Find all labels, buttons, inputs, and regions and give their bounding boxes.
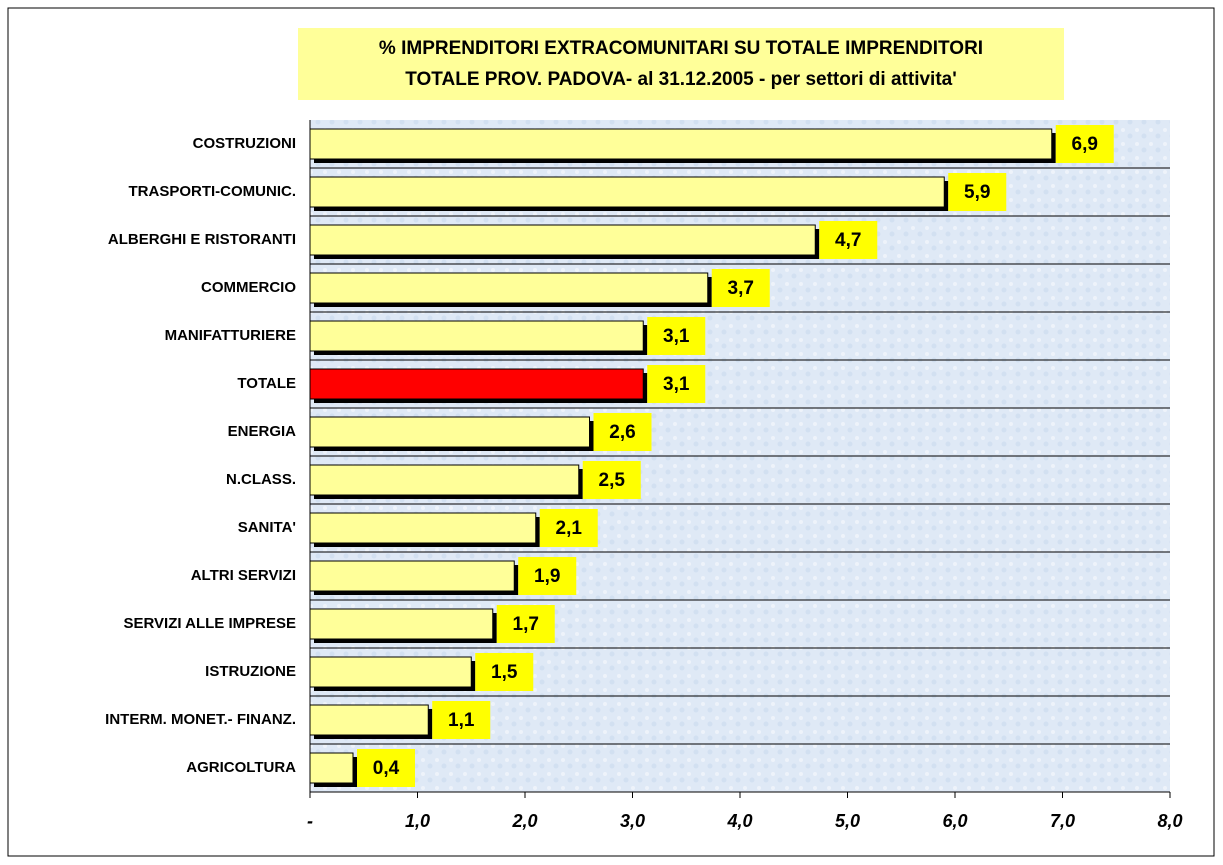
bar — [309, 128, 1053, 160]
data-label-background — [711, 269, 770, 307]
bar — [309, 464, 580, 496]
y-tick-label: ENERGIA — [228, 423, 297, 440]
bar — [309, 704, 429, 736]
x-tick-label: 2,0 — [511, 811, 537, 831]
x-tick-label: 4,0 — [726, 811, 752, 831]
bar — [309, 416, 590, 448]
title-background — [298, 28, 1064, 100]
data-label-background — [593, 413, 652, 451]
y-tick-label: INTERM. MONET.- FINANZ. — [105, 711, 296, 728]
x-tick-label: 6,0 — [942, 811, 967, 831]
data-label-background — [1055, 125, 1114, 163]
data-label-background — [539, 509, 598, 547]
data-label-background — [582, 461, 641, 499]
data-label-background — [647, 365, 706, 403]
data-label: 3,7 — [728, 278, 754, 299]
y-tick-label: COSTRUZIONI — [193, 135, 296, 152]
bar — [309, 320, 644, 352]
data-label: 6,9 — [1072, 134, 1098, 155]
y-tick-label: TRASPORTI-COMUNIC. — [129, 183, 297, 200]
bar — [309, 272, 709, 304]
data-label: 1,5 — [491, 662, 518, 683]
bar — [309, 656, 472, 688]
bar — [309, 512, 537, 544]
x-tick-label: 7,0 — [1050, 811, 1075, 831]
data-label: 3,1 — [663, 374, 690, 395]
y-tick-label: ALTRI SERVIZI — [191, 567, 296, 584]
bar — [309, 224, 816, 256]
x-tick-label: - — [307, 811, 313, 831]
y-tick-label: SANITA' — [238, 519, 296, 536]
data-label-background — [432, 701, 491, 739]
bar — [309, 560, 515, 592]
bar — [309, 368, 644, 400]
data-label: 2,1 — [556, 518, 583, 539]
chart-title: TOTALE PROV. PADOVA- al 31.12.2005 - per… — [405, 69, 956, 90]
x-tick-label: 3,0 — [620, 811, 645, 831]
data-label: 2,5 — [599, 470, 626, 491]
bar — [309, 608, 494, 640]
y-tick-label: ISTRUZIONE — [205, 663, 296, 680]
data-label: 1,1 — [448, 710, 475, 731]
data-label-background — [948, 173, 1007, 211]
data-label: 0,4 — [373, 758, 400, 779]
y-tick-label: SERVIZI ALLE IMPRESE — [123, 615, 296, 632]
x-tick-label: 1,0 — [405, 811, 430, 831]
y-tick-label: COMMERCIO — [201, 279, 296, 296]
data-label: 4,7 — [835, 230, 861, 251]
data-label: 1,7 — [513, 614, 539, 635]
data-label-background — [518, 557, 577, 595]
data-label-background — [475, 653, 534, 691]
bar — [309, 176, 945, 208]
data-label: 2,6 — [609, 422, 635, 443]
y-tick-label: AGRICOLTURA — [186, 759, 296, 776]
y-tick-label: N.CLASS. — [226, 471, 296, 488]
bar — [309, 752, 354, 784]
x-tick-label: 8,0 — [1157, 811, 1182, 831]
data-label: 3,1 — [663, 326, 690, 347]
data-label: 1,9 — [534, 566, 560, 587]
y-tick-label: TOTALE — [237, 375, 296, 392]
data-label-background — [647, 317, 706, 355]
data-label-background — [496, 605, 555, 643]
data-label-background — [357, 749, 415, 787]
data-label: 5,9 — [964, 182, 990, 203]
x-tick-label: 5,0 — [835, 811, 860, 831]
chart-title: % IMPRENDITORI EXTRACOMUNITARI SU TOTALE… — [379, 38, 983, 59]
data-label-background — [819, 221, 878, 259]
y-tick-label: ALBERGHI E RISTORANTI — [108, 231, 296, 248]
y-tick-label: MANIFATTURIERE — [165, 327, 296, 344]
